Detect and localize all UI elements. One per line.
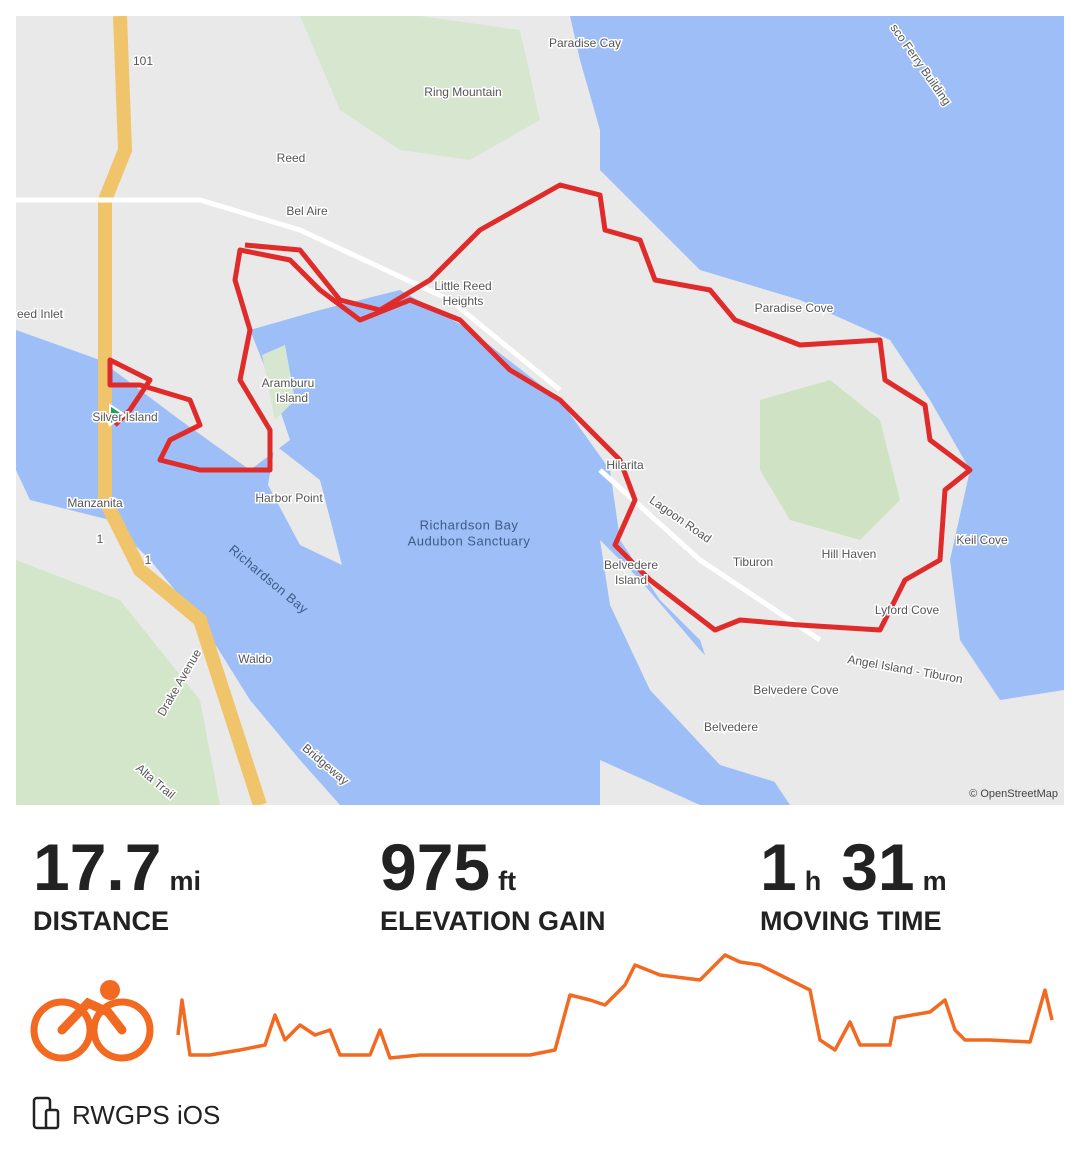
map-label: 1 (97, 532, 104, 546)
map-label: Lyford Cove (875, 603, 940, 617)
stat-unit: h (805, 866, 822, 896)
stat-unit: mi (169, 866, 201, 896)
map-label: Aramburu (262, 376, 315, 390)
land (268, 445, 342, 565)
stat-value: 975 (380, 830, 490, 904)
map-label: Belvedere Cove (753, 683, 839, 697)
bike-icon (30, 980, 154, 1062)
map-label: eed Inlet (17, 307, 64, 321)
map-label: Reed (277, 151, 306, 165)
map-label: Hilarita (606, 458, 644, 472)
map-label: Paradise Cove (755, 301, 834, 315)
park (262, 345, 295, 420)
map-label: Tiburon (733, 555, 773, 569)
map-label: 1 (145, 553, 152, 567)
stat-value: 17.7 (33, 830, 161, 904)
map-label: Island (615, 573, 647, 587)
attribution: © OpenStreetMap (969, 788, 1058, 800)
stat: 1 h 31 m MOVING TIME (760, 830, 947, 936)
highway (98, 16, 267, 805)
map-label: Paradise Cay (549, 36, 621, 50)
stat-label: DISTANCE (33, 906, 169, 936)
stat-value: 1 (760, 830, 797, 904)
water (16, 290, 790, 805)
water (570, 16, 1064, 700)
land (600, 700, 1064, 805)
map-label: Waldo (238, 652, 272, 666)
park (760, 380, 900, 540)
stat: 975 ft ELEVATION GAIN (380, 830, 606, 936)
source-label: RWGPS iOS (72, 1100, 220, 1130)
map-label: Bel Aire (286, 204, 328, 218)
start-marker (109, 403, 127, 427)
map-label: Little Reed (434, 279, 491, 293)
stat-label: ELEVATION GAIN (380, 906, 606, 936)
map-label: Belvedere (704, 720, 758, 734)
map[interactable]: Paradise Cay Ring Mountain Reed Bel Aire Lit… (16, 16, 1064, 805)
map-label: Harbor Point (255, 491, 323, 505)
park (300, 16, 540, 160)
map-label: Island (276, 391, 308, 405)
map-label: Heights (443, 294, 484, 308)
map-label: Audubon Sanctuary (408, 533, 531, 548)
stat-label: MOVING TIME (760, 906, 942, 936)
map-label: Richardson Bay (420, 517, 519, 532)
map-label: Hill Haven (822, 547, 877, 561)
map-label: Manzanita (67, 496, 123, 510)
map-label: Silver Island (92, 410, 157, 424)
map-label: Belvedere (604, 558, 658, 572)
park (16, 560, 220, 805)
map-label: 101 (133, 54, 153, 68)
stat-value: 31 (841, 830, 914, 904)
device-icon (32, 1096, 60, 1130)
map-label: Ring Mountain (424, 85, 501, 99)
land (600, 540, 785, 785)
stat-unit: ft (498, 866, 516, 896)
route (107, 182, 973, 633)
map-label: Keil Cove (956, 533, 1008, 547)
stat-unit: m (923, 866, 947, 896)
elevation-profile (176, 953, 1054, 1060)
